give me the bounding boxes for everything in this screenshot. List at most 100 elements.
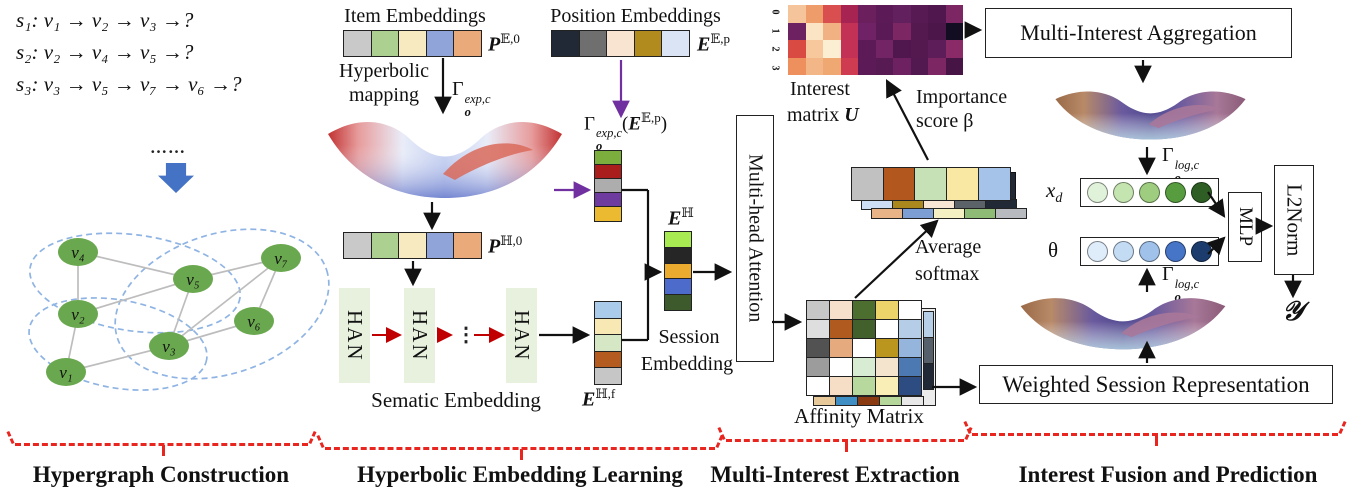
arrow-affinity-to-stack [854, 219, 939, 299]
hyperbolic-surface-red-blue [328, 121, 562, 198]
cell [893, 22, 911, 40]
graph-node-label: v₅ [186, 270, 200, 289]
cell [910, 22, 928, 40]
graph-node [46, 358, 86, 386]
cell [882, 167, 916, 201]
cell [874, 337, 899, 359]
block-down-arrow-icon [158, 163, 194, 193]
cell [606, 30, 636, 57]
cell [823, 57, 841, 75]
cell [945, 57, 963, 75]
cell [858, 5, 876, 23]
cell [805, 40, 823, 58]
e-hf-column [594, 301, 622, 386]
affinity-right-strips [923, 311, 934, 390]
graph-node-label: v₆ [247, 312, 261, 331]
cell [851, 376, 876, 397]
cell [1087, 241, 1108, 262]
cell [851, 337, 876, 359]
cell [805, 376, 830, 397]
cell [897, 337, 922, 359]
cell [858, 57, 876, 75]
graph-edge [77, 251, 194, 280]
hyperbolic-surface-purple-bottom [1020, 298, 1226, 350]
cell [851, 357, 876, 378]
cell [828, 299, 853, 320]
interest-matrix-label-2: matrix U [787, 104, 859, 126]
cell [875, 57, 893, 75]
cell [875, 22, 893, 40]
cell [875, 5, 893, 23]
l2norm-box: L2Norm [1274, 165, 1314, 275]
graph-node-label: v₃ [162, 337, 176, 356]
cell [1113, 182, 1134, 203]
p-h0-embedding-bar [343, 232, 483, 259]
cell [840, 57, 858, 75]
e-h-symbol: Eℍ [668, 205, 694, 230]
interest-matrix-label-1: Interest [790, 78, 850, 100]
heatmap-row-label: 0 [769, 9, 781, 15]
cell [343, 232, 373, 259]
cell [978, 167, 1012, 201]
item-embedding-bar [343, 30, 483, 57]
mapped-position-column [594, 150, 622, 222]
cell [788, 40, 806, 58]
affinity-bottom-strips [813, 396, 924, 406]
importance-score-label-2: score β [916, 110, 974, 132]
cell [1165, 241, 1186, 262]
e-h-column [664, 231, 692, 311]
item-embeddings-label: Item Embeddings [344, 5, 486, 27]
average-softmax-label-2: softmax [915, 263, 980, 285]
cell [664, 293, 692, 311]
heatmap-row-label: 1 [769, 28, 781, 34]
cell [661, 30, 691, 57]
han-box-2: HAN [404, 288, 435, 383]
cell [874, 376, 899, 397]
cell [805, 318, 830, 339]
cell [933, 208, 965, 219]
section-label-hyperbolic-embedding-learning: Hyperbolic Embedding Learning [357, 462, 683, 487]
cell [805, 337, 830, 359]
hyperbolic-surface-purple-top [1055, 91, 1246, 140]
theta-symbol: θ [1048, 238, 1059, 262]
graph-node-label: v₁ [59, 363, 72, 382]
cell [923, 337, 934, 364]
cell [425, 232, 455, 259]
graph-edge [168, 257, 282, 347]
heatmap-row-label: 2 [769, 46, 781, 52]
brace-hyperbolic-embedding [325, 434, 715, 460]
graph-node-label: v₄ [71, 243, 85, 262]
x-d-symbol: xd [1046, 178, 1063, 207]
y-output-symbol: 𝒴 [1282, 296, 1304, 326]
cell [945, 22, 963, 40]
cell [453, 232, 483, 259]
theta-circles-row [1080, 237, 1219, 266]
cell [1139, 241, 1160, 262]
cell [578, 30, 608, 57]
multi-interest-aggregation-box: Multi-Interest Aggregation [985, 8, 1292, 58]
hyperedge [114, 228, 330, 380]
cell [425, 30, 455, 57]
e-hf-symbol: Eℍ,f [582, 386, 616, 411]
cell [910, 57, 928, 75]
cell [370, 232, 400, 259]
cell [805, 299, 830, 320]
graph-node [173, 265, 213, 293]
mlp-box: MLP [1228, 192, 1262, 262]
cell [893, 40, 911, 58]
session-embedding-label-1: Session [658, 326, 720, 348]
cell [594, 317, 622, 336]
cell [805, 57, 823, 75]
affinity-matrix-grid [805, 299, 922, 397]
position-embedding-symbol: E𝔼,p [697, 31, 731, 56]
cell [823, 22, 841, 40]
cell [805, 22, 823, 40]
brace-hypergraph-construction [15, 430, 308, 456]
graph-node [58, 300, 98, 328]
graph-edge [77, 278, 194, 315]
